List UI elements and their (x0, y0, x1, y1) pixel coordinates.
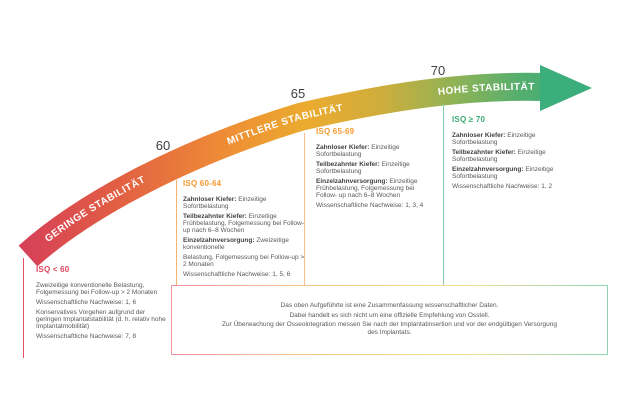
text-paragraph: Wissenschaftliche Nachweise: 1, 5, 6 (183, 270, 291, 278)
tick-60: 60 (156, 138, 170, 153)
text-paragraph: Wissenschaftliche Nachweise: 7, 8 (36, 332, 137, 340)
column-isq-60-64: ISQ 60-64 Zahnloser Kiefer: Einzeitige S… (183, 179, 305, 281)
column-divider-line-isq-60-64 (176, 180, 177, 285)
text-paragraph: Teilbezahnter Kiefer: Einzeitige Sofortb… (452, 148, 546, 164)
text-paragraph: Belastung, Folgemessung bei Follow-up > … (183, 253, 305, 269)
column-body: Zweizeitige konventionelle Belastung, Fo… (36, 282, 166, 340)
column-title: ISQ < 60 (36, 265, 70, 274)
column-body: Zahnloser Kiefer: Einzeitige Sofortbelas… (183, 196, 305, 278)
tick-65: 65 (291, 86, 305, 101)
column-isq-65-69: ISQ 65-69 Zahnloser Kiefer: Einzeitige S… (316, 127, 436, 212)
text-paragraph: Dabei handelt es sich nicht um eine offi… (289, 311, 490, 319)
column-body: Zahnloser Kiefer: Einzeitige Sofortbelas… (316, 144, 436, 209)
text-paragraph: Teilbezahnter Kiefer: Einzeitige Frühbel… (183, 212, 305, 235)
column-divider-line-isq-65-69 (304, 133, 305, 285)
text-paragraph: Wissenschaftliche Nachweise: 1, 2 (452, 182, 553, 190)
text-paragraph: Zweizeitige konventionelle Belastung, Fo… (36, 282, 158, 297)
text-paragraph: Wissenschaftliche Nachweise: 1, 6 (36, 298, 137, 306)
text-paragraph: Wissenschaftliche Nachweise: 1, 3, 4 (316, 201, 424, 209)
band-label-geringe: GERINGE STABILITÄT (43, 174, 147, 244)
column-title: ISQ 65-69 (316, 127, 355, 136)
column-title: ISQ 60-64 (183, 179, 222, 188)
tick-70: 70 (431, 63, 445, 78)
stability-curve-band (18, 72, 545, 267)
text-paragraph: Zur Überwachung der Osseointegration mes… (222, 321, 557, 336)
column-divider-line-isq-lt-60 (23, 258, 24, 358)
column-divider-line-isq-ge-70 (443, 104, 444, 285)
text-paragraph: Zahnloser Kiefer: Einzeitige Sofortbelas… (452, 132, 536, 147)
text-paragraph: Zahnloser Kiefer: Einzeitige Sofortbelas… (316, 144, 400, 159)
text-paragraph: Konservatives Vorgehen aufgrund der geri… (36, 308, 166, 331)
text-paragraph: Teilbezahnter Kiefer: Einzeitige Sofortb… (316, 160, 410, 176)
text-paragraph: Einzelzahnversorgung: Zweizeitige konven… (183, 237, 289, 252)
text-paragraph: Einzelzahnversorgung: Einzeitige Frühbel… (316, 177, 418, 200)
text-paragraph: Einzelzahnversorgung: Einzeitige Sofortb… (452, 165, 554, 181)
arrowhead-icon (540, 65, 592, 111)
column-isq-ge-70: ISQ ≥ 70 Zahnloser Kiefer: Einzeitige So… (452, 115, 567, 192)
column-body: Zahnloser Kiefer: Einzeitige Sofortbelas… (452, 132, 567, 190)
text-paragraph: Das oben Aufgeführte ist eine Zusammenfa… (280, 302, 499, 309)
column-isq-lt-60: ISQ < 60 Zweizeitige konventionelle Bela… (36, 265, 166, 342)
column-title: ISQ ≥ 70 (452, 115, 486, 124)
disclaimer-box: Das oben Aufgeführte ist eine Zusammenfa… (171, 285, 608, 355)
text-paragraph: Zahnloser Kiefer: Einzeitige Sofortbelas… (183, 196, 267, 211)
